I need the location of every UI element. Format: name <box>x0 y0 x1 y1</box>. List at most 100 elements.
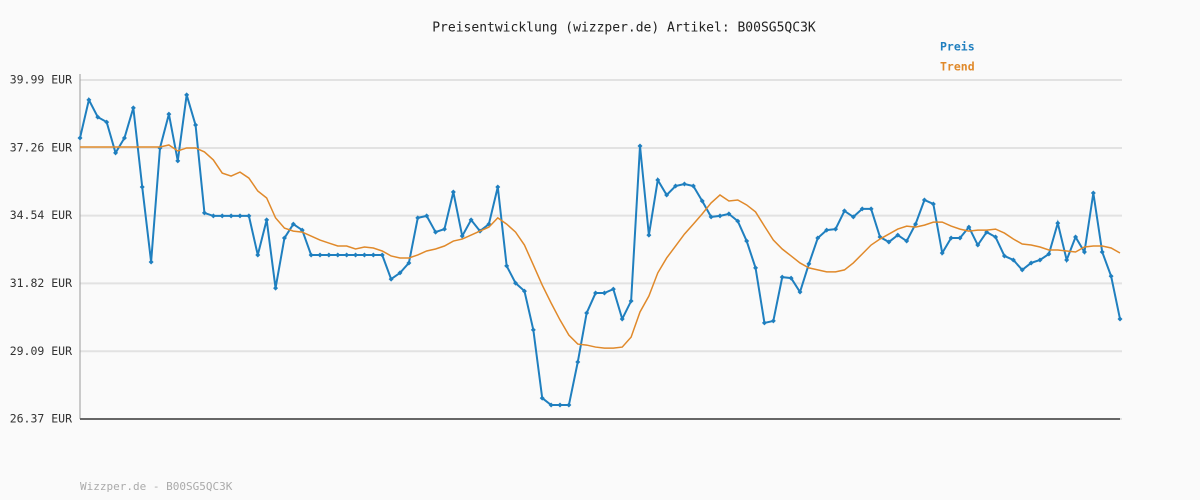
data-point <box>850 214 856 220</box>
data-point <box>1099 249 1105 255</box>
data-point <box>539 395 545 401</box>
data-point <box>717 213 723 219</box>
data-point <box>904 238 910 244</box>
data-point <box>273 285 279 291</box>
data-point <box>1028 260 1034 266</box>
data-point <box>833 226 839 232</box>
chart-title: Preisentwicklung (wizzper.de) Artikel: B… <box>432 21 816 36</box>
data-point <box>1064 257 1070 263</box>
data-point <box>913 221 919 227</box>
data-point <box>664 192 670 198</box>
data-point <box>601 290 607 296</box>
data-point <box>957 235 963 241</box>
data-point <box>1037 257 1043 263</box>
data-point <box>193 122 199 128</box>
data-point <box>575 359 581 365</box>
data-point <box>379 252 385 258</box>
data-point <box>584 310 590 316</box>
data-point <box>637 143 643 149</box>
data-point <box>975 242 981 248</box>
data-point <box>335 252 341 258</box>
footer: Wizzper.de - B00SG5QC3K <box>80 480 233 493</box>
data-point <box>895 232 901 238</box>
data-point <box>761 320 767 326</box>
data-point <box>201 210 207 216</box>
data-point <box>1046 251 1052 257</box>
data-point <box>993 234 999 240</box>
data-point <box>859 206 865 212</box>
data-point <box>246 213 252 219</box>
data-point <box>406 260 412 266</box>
data-point <box>513 280 519 286</box>
data-point <box>1117 316 1123 322</box>
data-point <box>521 288 527 294</box>
data-point <box>361 252 367 258</box>
data-point <box>468 217 474 223</box>
legend-entry: Trend <box>940 60 975 74</box>
legend-entry: Preis <box>940 40 975 54</box>
data-point <box>86 97 92 103</box>
series-line <box>79 94 1121 407</box>
data-point <box>113 150 119 156</box>
data-point <box>744 238 750 244</box>
data-point <box>708 214 714 220</box>
data-point <box>95 114 101 120</box>
data-point <box>1019 267 1025 273</box>
y-tick-label: 26.37 EUR <box>10 412 72 426</box>
data-point <box>690 183 696 189</box>
data-point <box>290 221 296 227</box>
data-point <box>1108 273 1114 279</box>
data-point <box>433 229 439 235</box>
data-point <box>788 275 794 281</box>
data-point <box>184 92 190 98</box>
data-point <box>424 213 430 219</box>
data-point <box>237 213 243 219</box>
data-point <box>1010 257 1016 263</box>
data-point <box>726 211 732 217</box>
y-tick-label: 34.54 EUR <box>10 208 72 222</box>
data-point <box>228 213 234 219</box>
data-point <box>388 276 394 282</box>
data-point <box>1090 190 1096 196</box>
data-point <box>841 208 847 214</box>
data-point <box>504 263 510 269</box>
data-point <box>166 111 172 117</box>
data-point <box>415 215 421 221</box>
data-point <box>753 265 759 271</box>
data-point <box>815 235 821 241</box>
data-point <box>344 252 350 258</box>
y-tick-label: 39.99 EUR <box>10 73 72 87</box>
series-line <box>80 144 1121 349</box>
data-point <box>495 184 501 190</box>
data-point <box>824 227 830 233</box>
data-point <box>264 217 270 223</box>
data-point <box>210 213 216 219</box>
data-point <box>1055 220 1061 226</box>
data-point <box>593 290 599 296</box>
data-point <box>441 226 447 232</box>
data-point <box>939 250 945 256</box>
data-point <box>450 189 456 195</box>
data-point <box>175 158 181 164</box>
data-point <box>655 177 661 183</box>
data-point <box>619 316 625 322</box>
data-point <box>921 197 927 203</box>
data-point <box>104 119 110 125</box>
data-point <box>779 274 785 280</box>
data-point <box>966 224 972 230</box>
data-point <box>1081 249 1087 255</box>
data-point <box>948 235 954 241</box>
data-point <box>219 213 225 219</box>
data-point <box>735 218 741 224</box>
y-tick-label: 29.09 EUR <box>10 344 72 358</box>
data-point <box>317 252 323 258</box>
data-point <box>370 252 376 258</box>
data-point <box>797 289 803 295</box>
data-point <box>681 181 687 187</box>
data-point <box>868 206 874 212</box>
data-point <box>930 201 936 207</box>
data-point <box>646 232 652 238</box>
data-point <box>628 298 634 304</box>
